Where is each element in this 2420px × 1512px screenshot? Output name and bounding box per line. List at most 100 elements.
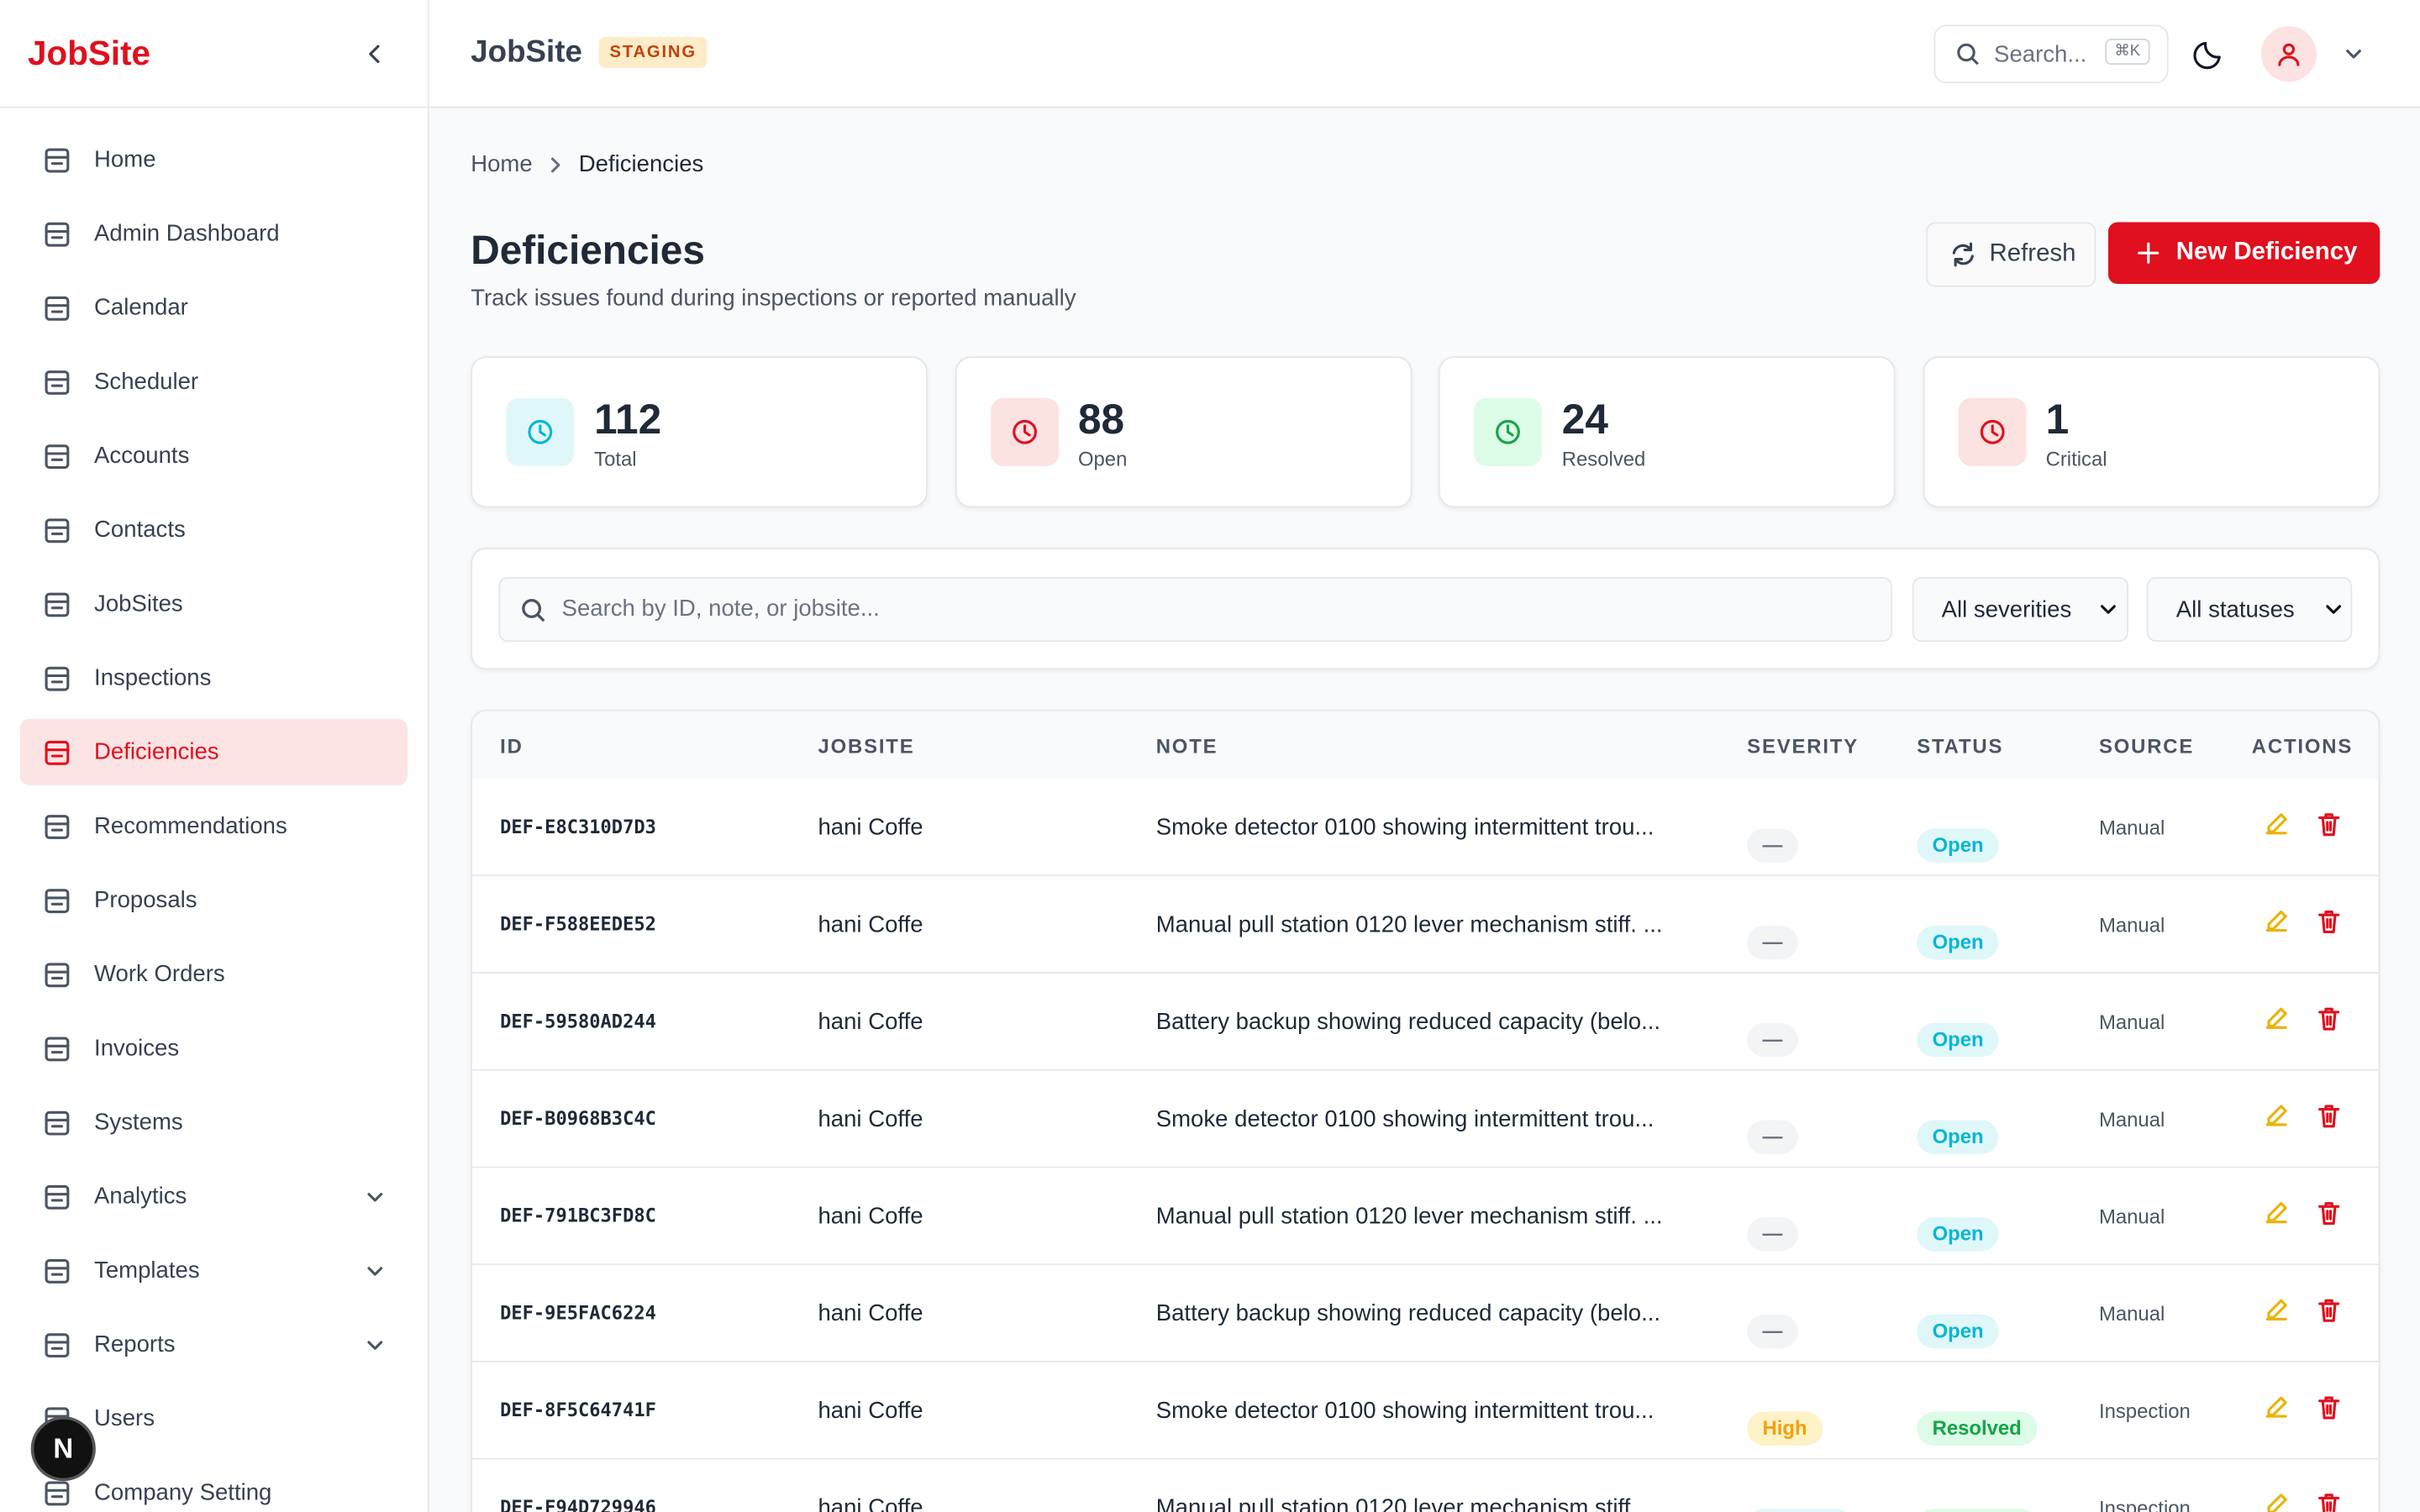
status-select[interactable]: All statuses — [2146, 576, 2353, 643]
breadcrumb-home[interactable]: Home — [471, 151, 533, 178]
search-box[interactable]: Search... ⌘K — [1933, 24, 2169, 84]
filter-search[interactable]: Search by ID, note, or jobsite... — [498, 576, 1892, 643]
theme-toggle[interactable] — [2191, 37, 2225, 71]
page-subtitle: Track issues found during inspections or… — [471, 285, 1076, 312]
nav-item[interactable]: Company Setting — [94, 1479, 272, 1506]
cell-jobsite: hani Coffe — [818, 1494, 923, 1512]
refresh-button[interactable]: Refresh — [1926, 222, 2096, 287]
icon — [1012, 419, 1037, 444]
collapse-icon[interactable] — [363, 42, 387, 66]
nav-item[interactable]: Invoices — [94, 1035, 180, 1062]
nav-icon — [45, 1110, 70, 1136]
nav-item[interactable]: Systems — [94, 1109, 183, 1136]
nav-item[interactable]: Recommendations — [94, 812, 287, 840]
stat-label: Critical — [2045, 447, 2107, 471]
nav-item[interactable]: Home — [94, 146, 156, 173]
breadcrumb-current: Deficiencies — [578, 151, 704, 178]
row — [472, 1265, 2379, 1362]
cell-source: Inspection — [2098, 1399, 2191, 1423]
cell-note: Manual pull station 0120 lever mechanism… — [1155, 1494, 1663, 1512]
menu-chevron[interactable] — [2343, 43, 2365, 65]
stat-card: 112 Total — [471, 356, 928, 508]
severity-badge: — — [1747, 1120, 1798, 1154]
cell-note: Smoke detector 0100 showing intermittent… — [1155, 1105, 1655, 1133]
cell-note: Smoke detector 0100 showing intermittent… — [1155, 814, 1655, 842]
brand: JobSite — [28, 34, 151, 73]
column-header: SOURCE — [2098, 734, 2195, 758]
nav-item[interactable]: JobSites — [94, 591, 183, 617]
row — [472, 1070, 2379, 1168]
cell-note: Manual pull station 0120 lever mechanism… — [1155, 1203, 1663, 1230]
cell-jobsite: hani Coffe — [818, 1398, 923, 1425]
nav-item[interactable]: Work Orders — [94, 961, 225, 988]
stat-label: Resolved — [1561, 447, 1646, 471]
cell-note: Battery backup showing reduced capacity … — [1155, 1009, 1661, 1036]
nav-item[interactable]: Calendar — [94, 294, 188, 322]
cell-note: Battery backup showing reduced capacity … — [1155, 1300, 1661, 1327]
nav-icon — [45, 1037, 70, 1062]
avatar[interactable] — [2260, 26, 2317, 82]
edit-icon — [2267, 1494, 2287, 1512]
refresh-label: Refresh — [1989, 240, 2076, 267]
icon — [528, 419, 553, 444]
status-badge: Open — [1917, 1022, 2000, 1058]
nav-icon — [45, 444, 70, 470]
new-button[interactable]: New Deficiency — [2107, 222, 2381, 284]
nav-item[interactable]: Deficiencies — [94, 738, 219, 766]
nav-item[interactable]: Reports — [94, 1331, 176, 1358]
sidebar: JobSite Home Admin Dashboard Calendar Sched… — [0, 0, 429, 1512]
stat-label: Open — [1077, 447, 1128, 471]
edit-icon — [2265, 910, 2287, 932]
stat-value: 1 — [2045, 396, 2070, 444]
edit-icon — [2265, 1202, 2287, 1224]
column-header: STATUS — [1917, 734, 2004, 758]
dev-widget[interactable]: N — [30, 1416, 96, 1482]
nav-icon — [45, 370, 70, 395]
cell-id: DEF-8F5C64741F — [500, 1399, 656, 1421]
severity-badge: High — [1747, 1411, 1823, 1446]
nav-item[interactable]: Contacts — [94, 517, 186, 543]
delete-icon — [2318, 910, 2340, 933]
new-label: New Deficiency — [2175, 239, 2358, 265]
nav-item[interactable]: Scheduler — [94, 368, 199, 396]
delete-icon — [2318, 1299, 2340, 1322]
cell-source: Manual — [2098, 1011, 2165, 1034]
cell-source: Manual — [2098, 1302, 2165, 1326]
cell-jobsite: hani Coffe — [818, 1203, 923, 1230]
cell-id: DEF-F588EEDE52 — [500, 913, 656, 936]
stat-icon — [1474, 397, 1542, 466]
stat-card: 1 Critical — [1922, 356, 2380, 508]
row — [472, 1459, 2379, 1512]
cell-note: Smoke detector 0100 showing intermittent… — [1155, 1398, 1655, 1425]
nav-item[interactable]: Templates — [94, 1257, 200, 1284]
nav-item[interactable]: Proposals — [94, 887, 197, 914]
status-badge: Resolved — [1917, 1509, 2038, 1512]
nav-icon — [45, 518, 70, 543]
nav-icon — [45, 740, 70, 765]
nav-item[interactable]: Inspections — [94, 664, 212, 691]
nav-item[interactable]: Admin Dashboard — [94, 220, 280, 247]
cell-id: DEF-9E5FAC6224 — [500, 1302, 656, 1324]
severity-select[interactable]: All severities — [1912, 576, 2128, 643]
cell-jobsite: hani Coffe — [818, 1105, 923, 1133]
topbar: JobSite STAGING Search... ⌘K — [429, 0, 2420, 108]
delete-icon — [2318, 813, 2340, 837]
icon — [1496, 419, 1520, 444]
severity-badge: — — [1747, 1022, 1798, 1058]
nav-item[interactable]: Analytics — [94, 1183, 187, 1210]
cell-jobsite: hani Coffe — [818, 1009, 923, 1036]
nav-icon — [45, 889, 70, 914]
status-badge: Open — [1917, 1217, 2000, 1252]
nav-chevron — [367, 1267, 383, 1276]
row — [472, 779, 2379, 877]
nav-item[interactable]: Accounts — [94, 443, 190, 470]
status-badge: Open — [1917, 1120, 2000, 1154]
nav-item[interactable]: Users — [94, 1405, 155, 1432]
column-header: ACTIONS — [2251, 734, 2354, 758]
column-header: NOTE — [1155, 734, 1218, 758]
cell-id: DEF-E8C310D7D3 — [500, 816, 656, 838]
edit-icon — [2265, 1105, 2287, 1126]
cell-note: Manual pull station 0120 lever mechanism… — [1155, 911, 1663, 938]
nav-icon — [45, 222, 70, 247]
cell-jobsite: hani Coffe — [818, 814, 923, 842]
